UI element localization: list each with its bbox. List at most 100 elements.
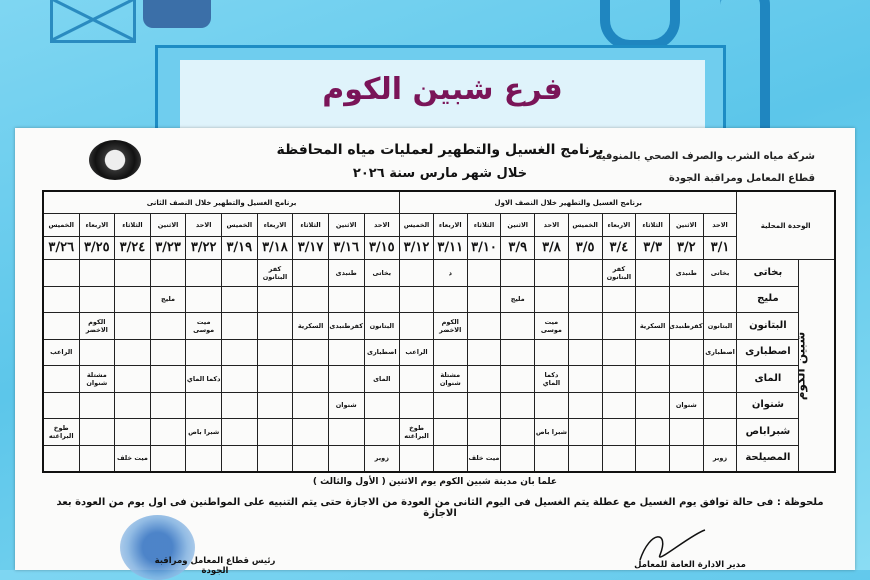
schedule-cell: طوخ البراغته	[399, 418, 434, 446]
schedule-cell: ميت خلف	[466, 444, 502, 473]
schedule-cell	[149, 259, 187, 287]
schedule-cell	[500, 259, 536, 287]
date-header: ٣/١٥	[363, 236, 401, 260]
schedule-cell	[567, 444, 603, 473]
schedule-cell	[221, 259, 258, 287]
schedule-cell: ميت موسى	[534, 312, 569, 340]
document-title-block: برنامج الغسيل والتطهير لعمليات مياه المح…	[275, 142, 605, 181]
day-header: الثلاثاء	[114, 213, 151, 237]
schedule-cell: ميت خلف	[114, 444, 151, 473]
schedule-cell	[327, 444, 365, 473]
date-header: ٣/١٨	[256, 236, 294, 260]
schedule-cell	[42, 391, 80, 419]
schedule-cell: اصطبارى	[363, 338, 401, 366]
table-row: اصطبارى اصطبارى الراعب اصطبارى الراعب	[42, 338, 835, 366]
schedule-cell: الكوم الاخضر	[432, 312, 468, 340]
schedule-cell	[635, 259, 670, 287]
schedule-cell	[256, 391, 294, 419]
company-logo	[89, 140, 141, 180]
schedule-cell	[78, 444, 116, 473]
schedule-cell	[292, 444, 329, 473]
schedule-cell	[500, 338, 536, 366]
schedule-cell	[292, 285, 329, 313]
schedule-cell	[466, 338, 502, 366]
schedule-cell	[601, 338, 637, 366]
schedule-cell	[292, 391, 329, 419]
unit-name: المصيلحة	[736, 444, 800, 473]
schedule-cell	[399, 365, 434, 393]
schedule-cell	[432, 418, 468, 446]
schedule-cell	[702, 365, 738, 393]
schedule-cell	[327, 365, 365, 393]
schedule-cell	[500, 391, 536, 419]
schedule-cell	[668, 285, 704, 313]
banner-title-box	[180, 60, 705, 135]
schedule-cell	[185, 285, 222, 313]
schedule-cell	[221, 418, 258, 446]
schedule-cell	[567, 365, 603, 393]
unit-name: شنوان	[736, 391, 800, 419]
schedule-cell	[601, 391, 637, 419]
schedule-cell: ميت موسى	[185, 312, 222, 340]
schedule-cell	[432, 444, 468, 473]
schedule-cell: طنبدى	[327, 259, 365, 287]
unit-name: شبراباص	[736, 418, 800, 446]
schedule-cell	[399, 285, 434, 313]
day-header: الخميس	[567, 213, 603, 237]
schedule-cell	[500, 418, 536, 446]
date-header: ٣/١	[702, 236, 738, 260]
schedule-cell	[466, 391, 502, 419]
schedule-cell: دكما الماي	[185, 365, 222, 393]
date-header: ٣/١١	[432, 236, 468, 260]
schedule-cell: شنوان	[327, 391, 365, 419]
schedule-cell	[114, 338, 151, 366]
date-header: ٣/٢٤	[114, 236, 151, 260]
schedule-cell	[601, 365, 637, 393]
schedule-cell	[567, 285, 603, 313]
schedule-cell	[668, 338, 704, 366]
schedule-cell: بخاتى	[702, 259, 738, 287]
schedule-cell	[363, 391, 401, 419]
day-header: الاربعاء	[432, 213, 468, 237]
schedule-cell	[702, 391, 738, 419]
schedule-cell	[292, 365, 329, 393]
schedule-cell	[635, 391, 670, 419]
schedule-cell	[534, 259, 569, 287]
schedule-cell	[500, 312, 536, 340]
schedule-cell	[78, 391, 116, 419]
unit-header: الوحدة المحلية	[736, 190, 836, 260]
company-header: شركة مياه الشرب والصرف الصحي بالمنوفية ق…	[585, 146, 815, 190]
schedule-cell	[221, 391, 258, 419]
schedule-cell	[149, 391, 187, 419]
schedule-cell	[567, 418, 603, 446]
schedule-cell	[668, 365, 704, 393]
signature-right-title: مدير الادارة العامة للمعامل	[634, 560, 746, 570]
schedule-cell: طوخ البراغته	[42, 418, 80, 446]
schedule-cell	[534, 444, 569, 473]
schedule-cell	[635, 365, 670, 393]
unit-name: اصطبارى	[736, 338, 800, 366]
schedule-cell	[256, 365, 294, 393]
schedule-cell	[363, 285, 401, 313]
schedule-cell: كفر البتانون	[256, 259, 294, 287]
day-header: الثلاثاء	[292, 213, 329, 237]
schedule-cell	[42, 285, 80, 313]
schedule-cell	[292, 259, 329, 287]
date-header: ٣/٩	[500, 236, 536, 260]
schedule-cell: شنوان	[668, 391, 704, 419]
banner-title: فرع شبين الكوم	[322, 72, 563, 107]
schedule-cell	[114, 418, 151, 446]
schedule-cell	[292, 338, 329, 366]
company-seal	[120, 515, 195, 580]
schedule-cell	[466, 312, 502, 340]
date-header: ٣/٨	[534, 236, 569, 260]
schedule-cell	[534, 285, 569, 313]
day-header: الاثنين	[149, 213, 187, 237]
schedule-cell	[114, 312, 151, 340]
date-header: ٣/٢٦	[42, 236, 80, 260]
schedule-cell	[327, 418, 365, 446]
schedule-cell	[185, 338, 222, 366]
schedule-cell: الكوم الاخضر	[78, 312, 116, 340]
day-header: الاثنين	[500, 213, 536, 237]
schedule-cell	[567, 391, 603, 419]
